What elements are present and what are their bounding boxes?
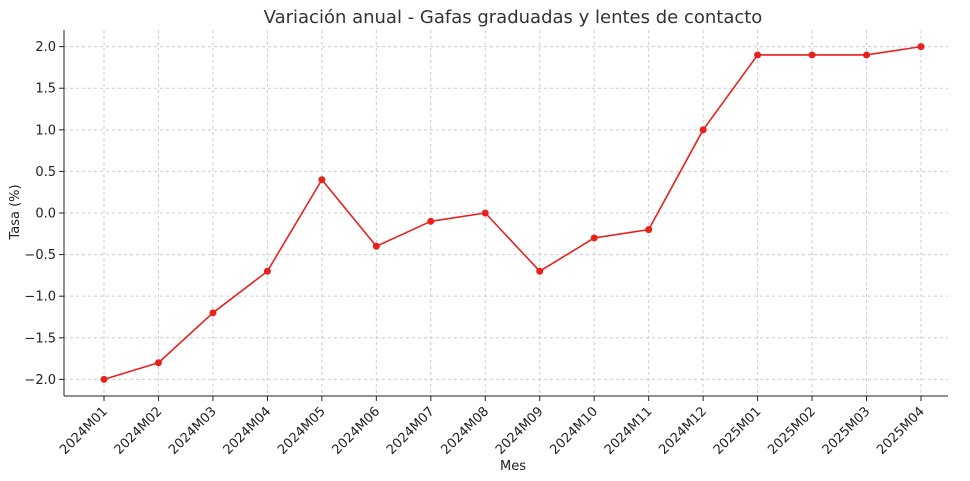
x-tick-label: 2024M12 bbox=[656, 404, 710, 458]
x-tick-label: 2025M04 bbox=[874, 404, 928, 458]
data-point bbox=[808, 51, 816, 59]
data-point bbox=[754, 51, 762, 59]
x-tick-label: 2024M11 bbox=[602, 404, 656, 458]
data-point bbox=[209, 309, 217, 317]
data-point bbox=[481, 209, 489, 217]
data-point bbox=[427, 217, 435, 225]
y-tick-label: 0.0 bbox=[35, 207, 56, 222]
data-point bbox=[699, 126, 707, 134]
data-point bbox=[536, 267, 544, 275]
data-point bbox=[590, 234, 598, 242]
data-point bbox=[100, 375, 108, 383]
data-point bbox=[372, 242, 380, 250]
y-tick-label: 2.0 bbox=[35, 40, 56, 55]
x-tick-label: 2024M04 bbox=[221, 404, 275, 458]
x-tick-label: 2024M10 bbox=[547, 404, 601, 458]
series-layer bbox=[100, 43, 925, 383]
y-axis-label: Tasa (%) bbox=[8, 184, 23, 240]
x-tick-label: 2024M06 bbox=[330, 404, 384, 458]
x-tick-label: 2024M07 bbox=[384, 404, 438, 458]
x-tick-label: 2024M09 bbox=[493, 404, 547, 458]
data-point bbox=[863, 51, 871, 59]
y-tick-label: 0.5 bbox=[35, 165, 56, 180]
data-point bbox=[154, 359, 162, 367]
x-tick-label: 2024M05 bbox=[275, 404, 329, 458]
x-axis-label: Mes bbox=[500, 459, 526, 474]
x-tick-label: 2025M02 bbox=[765, 404, 819, 458]
x-tick-label: 2024M08 bbox=[438, 404, 492, 458]
chart-title: Variación anual - Gafas graduadas y lent… bbox=[264, 7, 763, 28]
y-tick-label: −2.0 bbox=[24, 373, 56, 388]
grid-layer bbox=[64, 30, 948, 396]
data-point bbox=[917, 43, 925, 51]
y-tick-label: 1.0 bbox=[35, 123, 56, 138]
x-tick-label: 2025M01 bbox=[711, 404, 765, 458]
data-point bbox=[645, 226, 653, 234]
x-tick-label: 2024M02 bbox=[112, 404, 166, 458]
y-tick-label: 1.5 bbox=[35, 82, 56, 97]
data-point bbox=[263, 267, 271, 275]
y-tick-label: −0.5 bbox=[24, 248, 56, 263]
data-point bbox=[318, 176, 326, 184]
x-tick-label: 2025M03 bbox=[820, 404, 874, 458]
x-tick-label: 2024M01 bbox=[57, 404, 111, 458]
y-tick-label: −1.5 bbox=[24, 331, 56, 346]
y-tick-label: −1.0 bbox=[24, 290, 56, 305]
x-tick-label: 2024M03 bbox=[166, 404, 220, 458]
series-line bbox=[103, 45, 922, 381]
